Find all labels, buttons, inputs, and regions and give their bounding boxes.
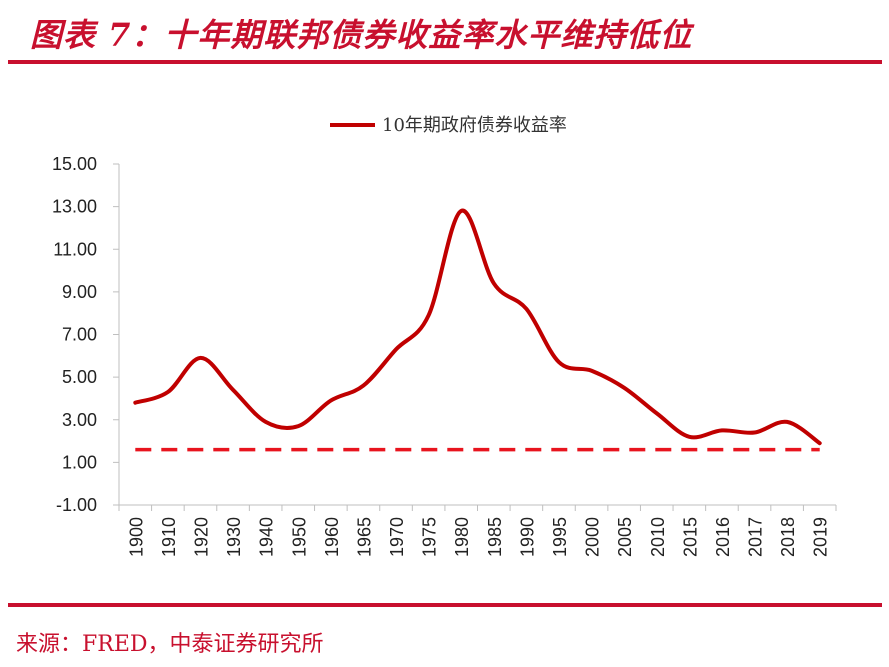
x-tick-label: 2015 <box>680 517 700 557</box>
x-tick-label: 2000 <box>583 517 603 557</box>
y-tick-label: 5.00 <box>62 367 97 387</box>
x-tick-label: 1965 <box>354 517 374 557</box>
y-tick-label: 7.00 <box>62 325 97 345</box>
legend-label-series: 10年期政府债券收益率 <box>382 115 567 136</box>
y-axis: 15.00 13.00 11.00 9.00 7.00 5.00 3.00 1.00 -1.00 <box>52 154 120 515</box>
x-tick-label: 1985 <box>485 517 505 557</box>
x-tick-label: 1950 <box>289 517 309 557</box>
x-tick-label: 1975 <box>420 517 440 557</box>
y-tick-label: 1.00 <box>62 452 97 472</box>
y-tick-label: -1.00 <box>56 495 97 515</box>
x-tick-label: 1930 <box>224 517 244 557</box>
x-tick-label: 1995 <box>550 517 570 557</box>
x-tick-label: 1970 <box>387 517 407 557</box>
series-line-10y-yield <box>133 208 822 446</box>
title-rule <box>8 60 882 64</box>
x-tick-label: 2017 <box>746 517 766 557</box>
chart-title: 图表 7：十年期联邦债券收益率水平维持低位 <box>30 16 693 54</box>
footer-rule <box>8 603 882 607</box>
x-tick-label: 2010 <box>648 517 668 557</box>
y-tick-label: 3.00 <box>62 410 97 430</box>
source-note: 来源：FRED，中泰证券研究所 <box>16 632 324 657</box>
y-tick-label: 9.00 <box>62 282 97 302</box>
x-tick-label: 1900 <box>126 517 146 557</box>
plot-area <box>133 208 822 452</box>
y-tick-label: 15.00 <box>52 154 97 174</box>
y-tick-label: 13.00 <box>52 197 97 217</box>
legend: 10年期政府债券收益率 <box>330 115 567 136</box>
x-tick-label: 2018 <box>778 517 798 557</box>
x-tick-label: 1920 <box>191 517 211 557</box>
x-tick-label: 1990 <box>517 517 537 557</box>
x-tick-label: 2019 <box>811 517 831 557</box>
x-tick-label: 2016 <box>713 517 733 557</box>
line-chart: 10年期政府债券收益率 15.00 13.00 11.00 9.00 7.00 5.00 3… <box>52 115 837 557</box>
x-tick-label: 1940 <box>257 517 277 557</box>
x-axis: 1900 1910 1920 1930 1940 1950 1960 1965 1970 1975… <box>118 504 837 557</box>
x-tick-label: 2005 <box>615 517 635 557</box>
x-tick-label: 1910 <box>159 517 179 557</box>
x-tick-label: 1980 <box>452 517 472 557</box>
y-tick-label: 11.00 <box>53 239 97 259</box>
x-tick-label: 1960 <box>322 517 342 557</box>
